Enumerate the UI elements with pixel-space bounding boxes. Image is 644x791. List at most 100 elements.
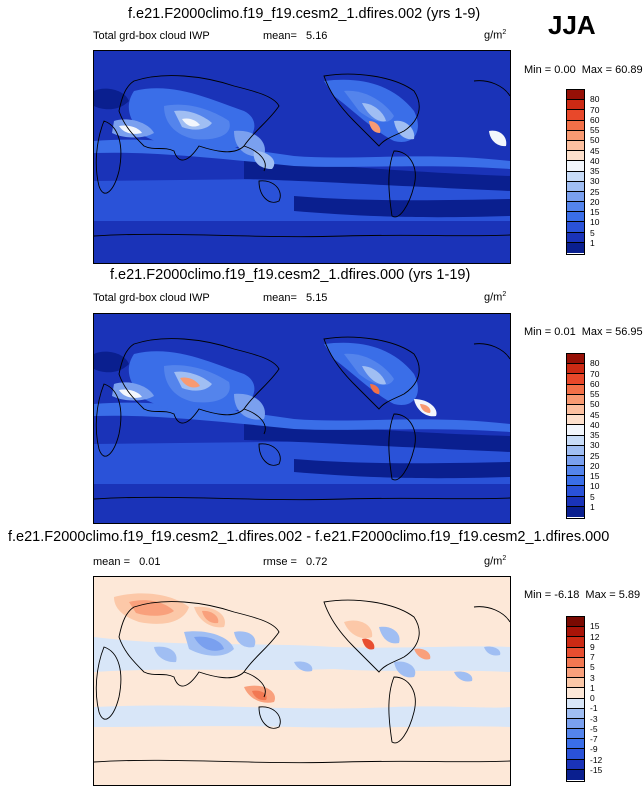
colorbar-swatch [567, 466, 584, 477]
panel1-max-value: 60.89 [615, 64, 643, 76]
colorbar-swatch [567, 151, 584, 162]
colorbar-swatch [567, 698, 584, 709]
panel2-mean: mean= 5.15 [263, 292, 327, 304]
panel3-mean-value: 0.01 [139, 556, 161, 568]
colorbar-tick-label: 5 [590, 227, 595, 238]
colorbar-tick-label: 70 [590, 368, 600, 379]
panel3-rmse-value: 0.72 [306, 556, 328, 568]
colorbar-swatch [567, 171, 584, 182]
panel2-mean-label: mean= [263, 292, 297, 304]
colorbar-tick-label: 12 [590, 631, 600, 642]
colorbar-tick-label: -1 [590, 703, 598, 714]
colorbar-tick-label: 50 [590, 399, 600, 410]
colorbar-swatch [567, 667, 584, 679]
colorbar-tick-label: -5 [590, 723, 598, 734]
colorbar-swatch [567, 435, 584, 446]
colorbar-tick-label: -7 [590, 734, 598, 744]
colorbar-swatch [567, 708, 584, 719]
panel2-minmax: Min = 0.01 Max = 56.95 [524, 326, 643, 338]
colorbar-swatch [567, 140, 584, 152]
panel2-variable-label: Total grd-box cloud IWP [93, 292, 210, 304]
colorbar-tick-label: 70 [590, 104, 600, 115]
colorbar-swatch [567, 202, 584, 213]
colorbar-swatch [567, 354, 584, 365]
panel2-max-value: 56.95 [615, 326, 643, 338]
panel1-min-value: 0.00 [554, 64, 576, 76]
colorbar-swatch [567, 729, 584, 740]
colorbar-swatch [567, 181, 584, 192]
colorbar-swatch [567, 688, 584, 699]
colorbar-swatch [567, 455, 584, 467]
colorbar-swatch [567, 637, 584, 648]
colorbar-tick-label: 60 [590, 378, 600, 389]
colorbar-swatch [567, 374, 584, 385]
colorbar-tick-label: -12 [590, 754, 603, 765]
colorbar-swatch [567, 212, 584, 223]
colorbar-tick-label: 40 [590, 155, 600, 166]
colorbar-tick-label: 30 [590, 176, 600, 187]
colorbar-tick-label: 25 [590, 186, 600, 197]
panel2-map [93, 313, 511, 524]
colorbar-swatch [567, 394, 584, 405]
panel2-title: f.e21.F2000climo.f19_f19.cesm2_1.dfires.… [110, 267, 471, 283]
panel2-mean-value: 5.15 [306, 292, 328, 304]
colorbar-tick-label: 80 [590, 94, 600, 105]
panel3-colorbar [566, 616, 585, 782]
panel1-variable-label: Total grd-box cloud IWP [93, 30, 210, 42]
colorbar-tick-label: -3 [590, 713, 598, 724]
colorbar-tick-label: 10 [590, 481, 600, 492]
colorbar-swatch [567, 759, 584, 770]
colorbar-tick-label: 20 [590, 196, 600, 207]
panel2-min-value: 0.01 [554, 326, 576, 338]
colorbar-swatch [567, 627, 584, 638]
colorbar-tick-label: 15 [590, 621, 600, 632]
colorbar-tick-label: 7 [590, 652, 595, 662]
colorbar-tick-label: 5 [590, 491, 595, 502]
colorbar-tick-label: 0 [590, 693, 595, 703]
colorbar-swatch [567, 749, 584, 760]
panel3-rmse: rmse = 0.72 [263, 556, 327, 568]
colorbar-swatch [567, 739, 584, 750]
panel3-min-value: -6.18 [554, 589, 580, 601]
colorbar-swatch [567, 476, 584, 487]
colorbar-swatch [567, 718, 584, 730]
panel1-mean-label: mean= [263, 30, 297, 42]
panel2-colorbar [566, 353, 585, 519]
colorbar-swatch [567, 496, 584, 507]
colorbar-swatch [567, 120, 584, 131]
panel3-units: g/m2 [484, 555, 507, 568]
colorbar-swatch [567, 425, 584, 436]
colorbar-tick-label: 30 [590, 440, 600, 451]
colorbar-tick-label: -15 [590, 764, 603, 775]
colorbar-swatch [567, 161, 584, 172]
colorbar-swatch [567, 506, 584, 517]
colorbar-tick-label: 20 [590, 460, 600, 471]
panel1-title: f.e21.F2000climo.f19_f19.cesm2_1.dfires.… [128, 6, 481, 22]
colorbar-swatch [567, 242, 584, 253]
panel3-rmse-label: rmse = [263, 556, 297, 568]
panel1-map [93, 50, 511, 264]
colorbar-tick-label: 50 [590, 135, 600, 146]
colorbar-tick-label: 5 [590, 662, 595, 673]
colorbar-tick-label: 45 [590, 409, 600, 420]
colorbar-tick-label: 15 [590, 471, 600, 481]
panel1-units: g/m2 [484, 29, 507, 42]
colorbar-swatch [567, 90, 584, 101]
panel3-map [93, 576, 511, 786]
colorbar-swatch [567, 647, 584, 658]
panel1-colorbar [566, 89, 585, 255]
panel3-mean-label: mean = [93, 556, 130, 568]
panel3-title: f.e21.F2000climo.f19_f19.cesm2_1.dfires.… [8, 529, 610, 545]
colorbar-tick-label: 3 [590, 672, 595, 683]
colorbar-tick-label: 1 [590, 501, 595, 512]
colorbar-swatch [567, 445, 584, 456]
colorbar-tick-label: 35 [590, 430, 600, 440]
colorbar-tick-label: 40 [590, 419, 600, 430]
colorbar-tick-label: 55 [590, 125, 600, 135]
colorbar-swatch [567, 110, 584, 121]
colorbar-swatch [567, 617, 584, 628]
colorbar-tick-label: 35 [590, 166, 600, 176]
panel3-max-value: 5.89 [618, 589, 641, 601]
colorbar-tick-label: 80 [590, 358, 600, 369]
colorbar-swatch [567, 769, 584, 780]
